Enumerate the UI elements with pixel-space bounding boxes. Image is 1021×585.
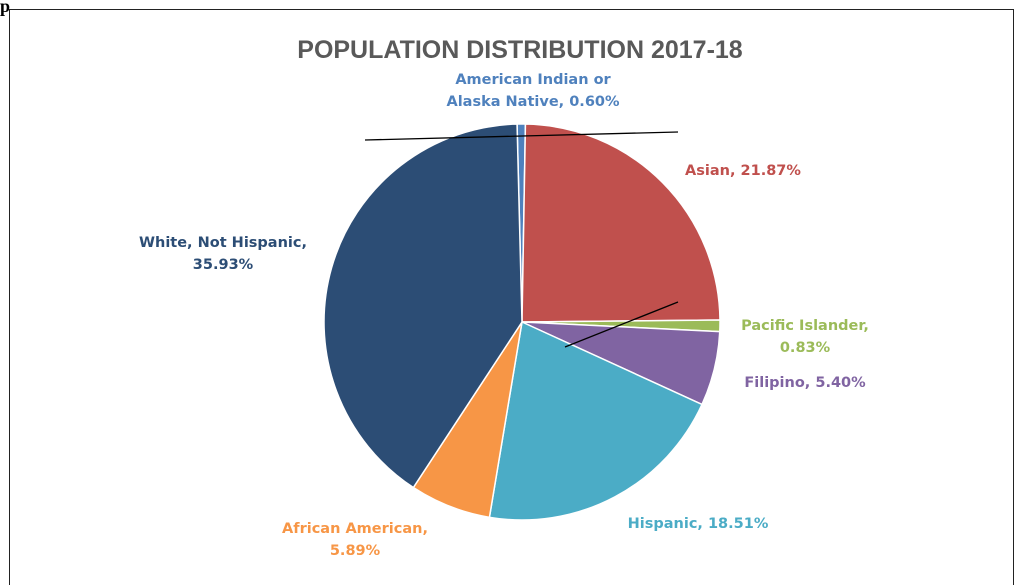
slice-label-4: Hispanic, 18.51% — [628, 516, 769, 532]
pie-chart: POPULATION DISTRIBUTION 2017-18 American… — [139, 36, 869, 559]
annotation-line-center — [564, 301, 679, 348]
pie-slice-4 — [488, 320, 703, 521]
slice-label-1: Asian, 21.87% — [685, 163, 801, 179]
slice-label-2: Pacific Islander, 0.83% — [741, 318, 869, 356]
header-fragment-text: p — [0, 0, 11, 16]
slice-label-3: Filipino, 5.40% — [744, 375, 866, 391]
pie-slice-1 — [521, 123, 721, 323]
slice-label-0: American Indian or Alaska Native, 0.60% — [446, 72, 620, 110]
slice-label-6: White, Not Hispanic, 35.93% — [139, 235, 307, 273]
chart-title: POPULATION DISTRIBUTION 2017-18 — [297, 36, 743, 64]
annotation-line-top — [364, 131, 679, 141]
chart-frame — [9, 9, 1014, 585]
slice-label-5: African American, 5.89% — [282, 521, 428, 559]
